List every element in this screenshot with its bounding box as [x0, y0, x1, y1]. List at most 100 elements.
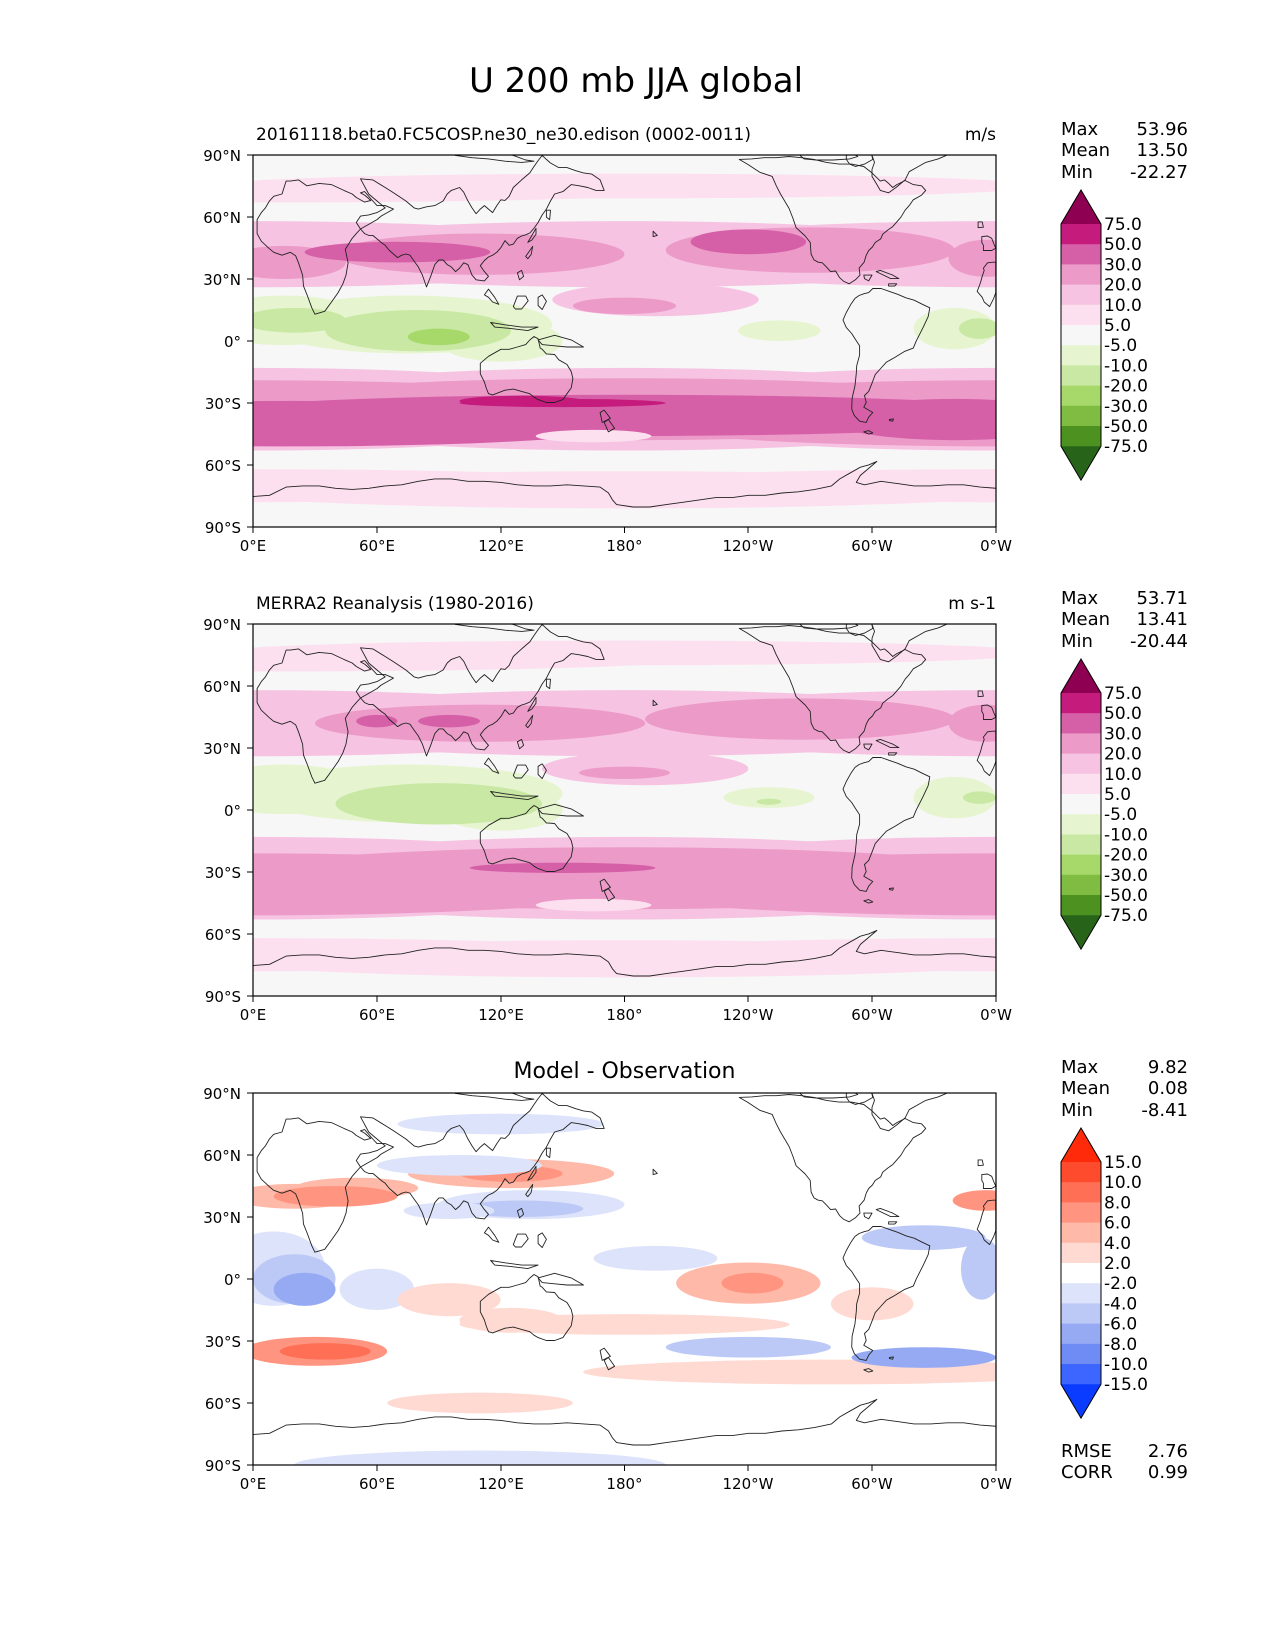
contour-region: [645, 698, 955, 740]
contour-region: [851, 1347, 996, 1368]
lat-tick-label: 0°: [224, 1271, 241, 1289]
colorbar-tick-label: 30.0: [1104, 255, 1142, 275]
colorbar-tick-label: 5.0: [1104, 316, 1131, 336]
contour-region: [583, 938, 996, 972]
colorbar-tick-label: -20.0: [1104, 377, 1148, 397]
lat-tick-label: 60°S: [205, 1395, 241, 1413]
colorbar-segment: [1061, 405, 1101, 427]
panel-obs-stats: Max 53.71 Mean 13.41 Min -20.44: [1061, 588, 1188, 652]
colorbar-tick-label: -15.0: [1104, 1375, 1148, 1395]
panel-diff-colorbar: 15.010.08.06.04.02.0-2.0-4.0-6.0-8.0-10.…: [1060, 1127, 1148, 1420]
stat-min-value: -22.27: [1130, 162, 1188, 183]
colorbar-tick-label: 75.0: [1104, 215, 1142, 235]
contour-region: [962, 791, 996, 804]
contour-region: [253, 938, 666, 972]
contour-region: [721, 1272, 784, 1294]
colorbar-tick-label: -6.0: [1104, 1315, 1137, 1335]
colorbar-tick-label: 10.0: [1104, 765, 1142, 785]
panel-model: 20161118.beta0.FC5COSP.ne30_ne30.edison …: [203, 119, 1188, 555]
colorbar-tick-label: -2.0: [1104, 1274, 1137, 1294]
contour-region: [665, 1336, 831, 1358]
colorbar-segment: [1061, 284, 1101, 306]
colorbar-outline: [1060, 658, 1102, 951]
stat-max-value: 53.96: [1136, 119, 1188, 140]
lat-tick-marks: [247, 623, 253, 997]
stat-rmse-value: 2.76: [1148, 1441, 1188, 1462]
lon-tick-label: 120°W: [723, 537, 774, 555]
contour-region: [376, 1155, 542, 1176]
lon-tick-marks: [252, 1465, 997, 1471]
stat-mean-label: Mean: [1061, 140, 1110, 161]
colorbar-tick-label: -5.0: [1104, 805, 1137, 825]
colorbar-tick-label: 10.0: [1104, 296, 1142, 316]
colorbar-tick-label: 8.0: [1104, 1193, 1131, 1213]
lat-tick-label: 90°S: [205, 519, 241, 537]
contour-region: [418, 714, 481, 728]
colorbar-tick-label: -10.0: [1104, 356, 1148, 376]
colorbar-tick-label: -8.0: [1104, 1335, 1137, 1355]
lat-tick-label: 90°N: [203, 1085, 241, 1103]
colorbar-tick-label: 6.0: [1104, 1214, 1131, 1234]
stat-mean-label: Mean: [1061, 609, 1110, 630]
stat-rmse-label: RMSE: [1061, 1441, 1112, 1462]
stat-mean-value: 13.50: [1136, 140, 1188, 161]
panel-diff-title: Model - Observation: [514, 1059, 736, 1084]
contour-region: [579, 766, 670, 779]
contour-region: [583, 853, 996, 916]
colorbar-tick-label: 2.0: [1104, 1254, 1131, 1274]
lon-tick-label: 0°E: [240, 1475, 267, 1493]
stat-mean-label: Mean: [1061, 1078, 1110, 1099]
panel-model-map: [253, 155, 996, 527]
contour-region: [723, 787, 815, 808]
lon-tick-marks: [252, 527, 997, 533]
colorbar-segment: [1061, 224, 1101, 245]
lat-tick-label: 90°N: [203, 147, 241, 165]
panel-diff-contours: [253, 1113, 996, 1465]
lat-tick-label: 30°S: [205, 1333, 241, 1351]
contour-region: [958, 318, 996, 339]
lat-tick-label: 0°: [224, 802, 241, 820]
colorbar-segment: [1061, 794, 1101, 815]
colorbar-segment: [1061, 1202, 1101, 1224]
colorbar-bottom-extension: [1061, 446, 1101, 481]
colorbar-tick-label: -50.0: [1104, 417, 1148, 437]
panel-diff-stats: Max 9.82 Mean 0.08 Min -8.41 RMSE 2.76 C…: [1061, 1057, 1188, 1483]
lon-tick-label: 60°W: [851, 1475, 893, 1493]
colorbar-segment: [1061, 345, 1101, 366]
lat-tick-label: 30°N: [203, 1209, 241, 1227]
colorbar-tick-label: -5.0: [1104, 336, 1137, 356]
lat-tick-marks: [247, 1092, 253, 1466]
contour-region: [325, 310, 511, 352]
lon-tick-marks: [252, 996, 997, 1002]
contour-region: [913, 776, 996, 819]
colorbar-tick-label: 75.0: [1104, 684, 1142, 704]
contour-region: [304, 241, 491, 263]
colorbar-tick-label: 20.0: [1104, 276, 1142, 296]
contour-region: [253, 307, 346, 333]
colorbar-segment: [1061, 365, 1101, 387]
stat-min-label: Min: [1061, 162, 1093, 183]
contour-region: [294, 1450, 666, 1465]
lon-tick-label: 120°E: [478, 1475, 524, 1493]
lon-tick-label: 0°E: [240, 1006, 267, 1024]
contour-region: [339, 1268, 414, 1311]
lon-tick-label: 180°: [606, 1475, 642, 1493]
stat-min-value: -8.41: [1141, 1100, 1188, 1121]
lon-tick-label: 120°E: [478, 537, 524, 555]
lon-tick-label: 0°E: [240, 537, 267, 555]
colorbar-segment: [1061, 325, 1101, 346]
lon-tick-label: 0°W: [980, 1006, 1012, 1024]
figure-title: U 200 mb JJA global: [469, 61, 803, 101]
lat-tick-label: 90°N: [203, 616, 241, 634]
contour-region: [535, 429, 652, 443]
stat-min-value: -20.44: [1130, 631, 1188, 652]
colorbar-top-extension: [1061, 659, 1101, 693]
contour-region: [830, 398, 996, 441]
colorbar-segment: [1061, 874, 1101, 896]
lat-tick-label: 60°S: [205, 926, 241, 944]
contour-region: [335, 783, 542, 825]
contour-region: [583, 1359, 996, 1385]
panel-model-lat-ticks: 90°N 60°N 30°N 0° 30°S 60°S 90°S: [203, 147, 253, 537]
lat-tick-label: 30°N: [203, 740, 241, 758]
contour-region: [535, 898, 652, 912]
